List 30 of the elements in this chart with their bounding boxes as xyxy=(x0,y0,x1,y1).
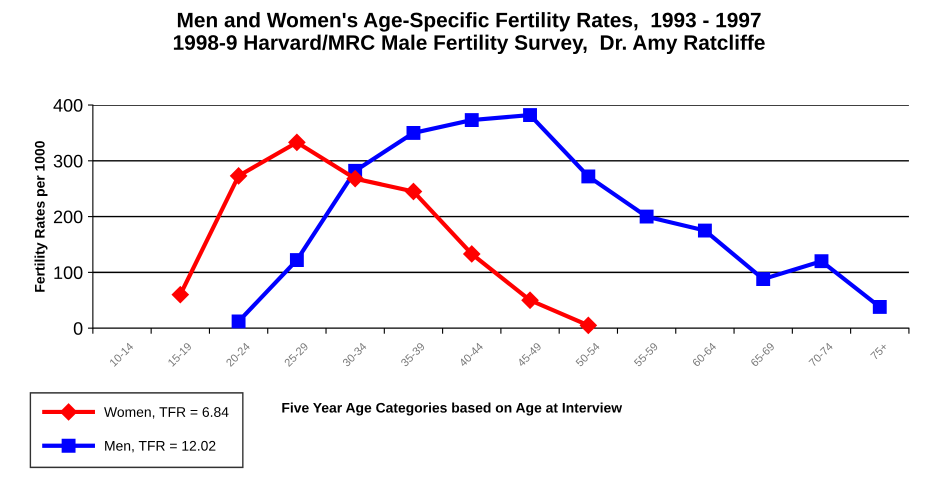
legend-label: Women, TFR = 6.84 xyxy=(104,407,229,419)
x-tick-label: 75+ xyxy=(870,342,888,360)
point xyxy=(404,182,422,200)
point xyxy=(640,210,654,224)
point xyxy=(463,245,480,263)
point xyxy=(172,286,189,304)
y-tick-label: 0 xyxy=(74,322,82,335)
point xyxy=(872,300,887,314)
point xyxy=(521,292,539,309)
y-tick-label: 200 xyxy=(54,210,82,224)
point xyxy=(756,272,770,286)
chart-title: Men and Women's Age-Specific Fertility Rates, 1993 - 1997 1998-9 Harvard/MRC Male Fertility Survey, Dr. Amy Ratcliffe xyxy=(174,12,765,54)
point xyxy=(406,126,420,140)
point xyxy=(232,314,246,328)
point xyxy=(346,170,364,188)
y-axis-title: Fertility Rates per 1000 xyxy=(34,141,48,292)
y-tick-label: 300 xyxy=(54,154,82,168)
point xyxy=(523,108,537,122)
point xyxy=(814,254,828,268)
point xyxy=(464,113,479,128)
point xyxy=(580,316,597,334)
point xyxy=(288,134,306,151)
legend-label: Men, TFR = 12.02 xyxy=(105,440,216,452)
y-tick-label: 400 xyxy=(53,98,82,112)
point xyxy=(581,169,596,184)
x-axis-title: Five Year Age Categories based on Age at Interview xyxy=(282,402,622,416)
point xyxy=(698,224,712,238)
point xyxy=(290,253,304,268)
y-tick-label: 100 xyxy=(54,266,82,280)
point xyxy=(230,167,248,184)
